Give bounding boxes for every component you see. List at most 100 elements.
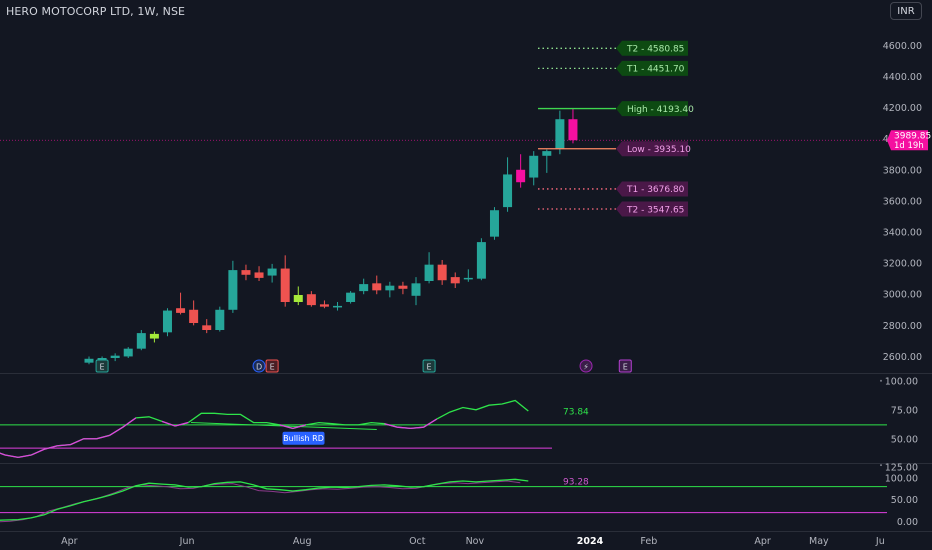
- price-axis-tick-label: 4600.00: [883, 41, 922, 52]
- price-axis-tick-label: 3000.00: [883, 290, 922, 301]
- bullish-rd-label: Bullish RD: [283, 434, 324, 443]
- osc1-line-segment-low: [279, 424, 294, 429]
- price-axis-tick-label: 3600.00: [883, 196, 922, 207]
- candle-body: [189, 309, 199, 323]
- candle-body: [333, 305, 343, 308]
- candle-body: [202, 325, 212, 330]
- time-axis-label: Oct: [409, 536, 426, 547]
- candle-body: [267, 268, 277, 276]
- osc1-axis-tick-label: 75.00: [891, 405, 918, 416]
- osc2-axis-tick-label: 0.00: [897, 517, 918, 528]
- osc1-line-segment-low: [44, 445, 58, 450]
- time-axis-label: May: [809, 536, 829, 547]
- event-marker-symbol: E: [270, 362, 275, 371]
- candle-body: [123, 348, 133, 357]
- currency-button[interactable]: INR: [890, 2, 922, 20]
- level-label: Low - 3935.10: [627, 145, 691, 155]
- time-axis-label: Apr: [754, 536, 771, 547]
- osc1-line-segment-low: [423, 418, 438, 428]
- candle-body: [176, 308, 186, 313]
- event-marker-symbol: E: [100, 362, 105, 371]
- current-price-countdown: 1d 19h: [894, 141, 924, 151]
- candle-body: [411, 283, 421, 296]
- bullish-rd-badge: [282, 431, 325, 445]
- current-price-badge: [887, 130, 928, 151]
- price-axis-tick-label: 3800.00: [883, 165, 922, 176]
- price-axis-tick-label: 2800.00: [883, 321, 922, 332]
- time-axis-label: Ju: [875, 536, 885, 547]
- osc1-line-segment-low: [57, 443, 71, 447]
- candle-body: [529, 155, 539, 178]
- level-label: T2 - 3547.65: [626, 205, 684, 215]
- candle-body: [424, 264, 434, 281]
- time-axis-label: Jun: [179, 536, 195, 547]
- candle-body: [398, 285, 408, 289]
- osc1-axis-tick-label: 100.00: [885, 376, 918, 387]
- candle-body: [319, 304, 329, 307]
- event-marker: [579, 359, 593, 373]
- candle-body: [542, 151, 552, 156]
- candle-body: [516, 169, 526, 183]
- osc1-line-segment-low: [18, 454, 32, 458]
- event-marker: [422, 359, 436, 373]
- osc2-value-label: 93.28: [563, 477, 589, 487]
- event-marker-symbol: ⚡: [583, 362, 589, 371]
- level-label: T2 - 4580.85: [626, 45, 684, 55]
- osc1-axis-dot: [880, 379, 882, 382]
- osc1-line-segment-low: [109, 426, 124, 436]
- osc2-axis-tick-label: 125.00: [885, 463, 918, 474]
- price-axis-tick-label: 3200.00: [883, 259, 922, 270]
- time-axis-label: Nov: [466, 536, 485, 547]
- level-label-box: [616, 181, 688, 197]
- candle-body: [136, 333, 146, 349]
- level-label: High - 4193.40: [627, 105, 694, 115]
- candle-body: [372, 283, 382, 291]
- candle-body: [110, 355, 120, 358]
- event-marker-symbol: E: [427, 362, 432, 371]
- candle-body: [568, 119, 578, 141]
- candle-body: [489, 210, 499, 237]
- osc1-value-label: 73.84: [563, 408, 589, 418]
- time-axis-label: Aug: [293, 536, 312, 547]
- candle-body: [503, 174, 513, 208]
- candle-body: [280, 268, 290, 302]
- osc2-axis-tick-label: 50.00: [891, 495, 918, 506]
- event-marker: [95, 359, 109, 373]
- candle-body: [437, 264, 447, 281]
- candle-body: [215, 309, 225, 330]
- osc1-line-segment-low: [410, 426, 424, 430]
- candle-body: [555, 119, 565, 149]
- candle-body: [359, 284, 369, 292]
- candle-body: [293, 295, 303, 302]
- candle-body: [346, 292, 356, 302]
- level-label: T1 - 4451.70: [626, 65, 685, 75]
- osc1-line-segment-low: [161, 420, 176, 427]
- level-label: T1 - 3676.80: [626, 185, 685, 195]
- chart-title: HERO MOTOCORP LTD, 1W, NSE: [6, 5, 186, 18]
- event-marker: [265, 359, 279, 373]
- osc1-line-segment-low: [292, 424, 307, 429]
- candle-body: [241, 270, 251, 275]
- price-axis-tick-label: 4400.00: [883, 72, 922, 83]
- price-axis-tick-label: 4200.00: [883, 103, 922, 114]
- osc1-line-segment-low: [384, 423, 398, 428]
- time-axis-label: 2024: [577, 536, 604, 547]
- candle-body: [450, 277, 460, 284]
- event-marker-symbol: E: [623, 362, 628, 371]
- candle-body: [228, 270, 238, 310]
- current-price-label: 3989.85: [894, 132, 931, 142]
- candle-body: [385, 285, 395, 291]
- osc2-axis-dot: [880, 464, 882, 467]
- time-axis-label: Apr: [61, 536, 78, 547]
- candle-body: [149, 333, 159, 339]
- level-label-box: [616, 141, 688, 157]
- candle-body: [463, 277, 473, 280]
- level-label-box: [616, 201, 688, 217]
- osc1-line-segment-low: [70, 438, 84, 446]
- osc1-line-segment-low: [397, 426, 411, 430]
- candle-body: [254, 272, 264, 278]
- candle-body: [84, 358, 94, 363]
- price-axis-tick-label: 3400.00: [883, 228, 922, 239]
- osc1-line-segment-low: [174, 421, 189, 427]
